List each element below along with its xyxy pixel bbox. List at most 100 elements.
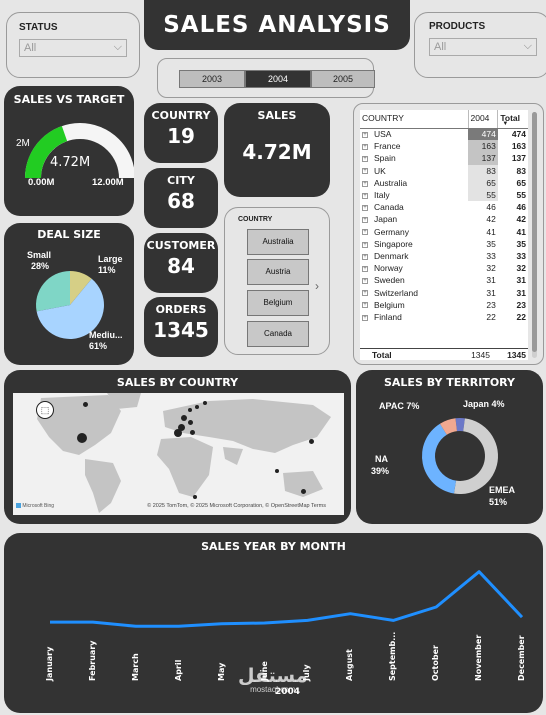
map-bubble-singapore[interactable] <box>275 469 279 473</box>
sales-point-5[interactable] <box>263 621 267 625</box>
sales-point-8[interactable] <box>391 618 395 622</box>
expand-plus-icon[interactable]: + <box>362 253 368 260</box>
sales-point-9[interactable] <box>434 605 438 609</box>
x-tick-label: May <box>216 662 226 681</box>
map-focus-icon[interactable]: ⬚ <box>36 401 54 419</box>
expand-plus-icon[interactable]: + <box>362 217 368 224</box>
matrix-cell-country: + Spain <box>360 152 468 164</box>
year-button-2004[interactable]: 2004 <box>245 70 311 88</box>
deal-slice-2[interactable] <box>36 278 105 339</box>
matrix-row[interactable]: + Italy 55 55 <box>360 188 528 202</box>
matrix-row[interactable]: + Canada 46 46 <box>360 201 528 214</box>
sales-point-2[interactable] <box>134 624 138 628</box>
matrix-header-2004[interactable]: 2004 <box>467 110 498 129</box>
expand-plus-icon[interactable]: + <box>362 192 368 199</box>
sales-point-4[interactable] <box>220 622 224 626</box>
world-map[interactable]: ⬚ Microsoft Bing © 2025 TomTom, © 2025 M… <box>13 393 344 515</box>
sales-point-3[interactable] <box>177 624 181 628</box>
country-item-australia[interactable]: Australia <box>247 229 309 255</box>
expand-plus-icon[interactable]: + <box>362 302 368 309</box>
orders-card: ORDERS 1345 <box>144 297 218 357</box>
sales-point-0[interactable] <box>48 620 52 624</box>
map-bubble-italy[interactable] <box>190 430 195 435</box>
territory-slice-0[interactable] <box>455 418 465 432</box>
map-bubble-spain[interactable] <box>174 429 182 437</box>
country-item-austria[interactable]: Austria <box>247 259 309 285</box>
map-bubble-usa[interactable] <box>77 433 87 443</box>
matrix-row[interactable]: + UK 83 83 <box>360 164 528 177</box>
matrix-row[interactable]: + Belgium 23 23 <box>360 298 528 311</box>
expand-plus-icon[interactable]: + <box>362 241 368 248</box>
status-dropdown[interactable]: All ⌵ <box>19 39 127 57</box>
expand-plus-icon[interactable]: + <box>362 180 368 187</box>
expand-plus-icon[interactable]: + <box>362 132 368 139</box>
sales-point-1[interactable] <box>91 620 95 624</box>
matrix-row[interactable]: + Norway 32 32 <box>360 262 528 275</box>
expand-plus-icon[interactable]: + <box>362 156 368 163</box>
matrix-row[interactable]: + Spain 137 137 <box>360 152 528 165</box>
matrix-row[interactable]: + Australia 65 65 <box>360 176 528 189</box>
matrix-row[interactable]: + Singapore 35 35 <box>360 237 528 250</box>
matrix-scrollbar[interactable] <box>532 112 537 358</box>
country-item-belgium[interactable]: Belgium <box>247 290 309 316</box>
matrix-row[interactable]: + Sweden 31 31 <box>360 274 528 287</box>
map-bubble-uk[interactable] <box>181 415 187 421</box>
map-bubble-france[interactable] <box>178 424 185 431</box>
matrix-row[interactable]: + Germany 41 41 <box>360 225 528 238</box>
matrix-row[interactable]: + Denmark 33 33 <box>360 249 528 263</box>
territory-slice-1[interactable] <box>453 418 498 494</box>
expand-plus-icon[interactable]: + <box>362 278 368 285</box>
sales-card-value: 4.72M <box>242 140 312 164</box>
map-bubble-norway[interactable] <box>188 408 192 412</box>
expand-plus-icon[interactable]: + <box>362 144 368 151</box>
sales-point-7[interactable] <box>348 612 352 616</box>
territory-na-name: NA <box>375 454 388 464</box>
expand-plus-icon[interactable]: + <box>362 229 368 236</box>
products-dropdown[interactable]: All ⌵ <box>429 38 537 56</box>
matrix-header-total[interactable]: Total ▼ <box>497 110 528 129</box>
territory-slice-2[interactable] <box>422 423 457 494</box>
matrix-cell-total: 41 <box>516 226 526 237</box>
expand-plus-icon[interactable]: + <box>362 290 368 297</box>
deal-slice-0[interactable] <box>36 271 70 312</box>
matrix-row[interactable]: + USA 474 474 <box>360 128 528 141</box>
matrix-cell-total: 33 <box>516 250 526 261</box>
bing-label: Microsoft Bing <box>22 503 55 509</box>
map-bubble-germany[interactable] <box>188 420 193 425</box>
sales-series-line[interactable] <box>50 570 524 628</box>
sales-point-10[interactable] <box>477 570 481 574</box>
map-bubble-canada[interactable] <box>83 402 88 407</box>
matrix-scrollbar-thumb[interactable] <box>532 112 537 352</box>
sales-point-6[interactable] <box>305 618 309 622</box>
matrix-cell-2004: 83 <box>468 164 498 177</box>
matrix-cell-2004: 22 <box>468 310 498 323</box>
matrix-cell-country: + Italy <box>360 189 468 201</box>
sales-point-11[interactable] <box>520 615 524 619</box>
expand-plus-icon[interactable]: + <box>362 204 368 211</box>
map-bubble-africa[interactable] <box>193 495 197 499</box>
expand-plus-icon[interactable]: + <box>362 265 368 272</box>
map-bubble-sweden[interactable] <box>195 405 199 409</box>
gauge-target-label: 2M <box>16 138 30 149</box>
territory-slice-3[interactable] <box>439 418 458 435</box>
year-button-2003[interactable]: 2003 <box>179 70 245 88</box>
sales-by-country-title: SALES BY COUNTRY <box>116 376 239 389</box>
matrix-country-label: UK <box>374 165 386 176</box>
expand-plus-icon[interactable]: + <box>362 168 368 175</box>
map-bubble-australia[interactable] <box>301 489 306 494</box>
deal-slice-1[interactable] <box>70 271 92 305</box>
territory-label-na: NA 39% <box>371 453 389 477</box>
matrix-header-country[interactable]: COUNTRY <box>360 110 468 129</box>
map-bubble-japan[interactable] <box>309 439 314 444</box>
matrix-row[interactable]: + France 163 163 <box>360 140 528 153</box>
matrix-row[interactable]: + Switzerland 31 31 <box>360 286 528 299</box>
map-bubble-finland[interactable] <box>203 401 207 405</box>
expand-plus-icon[interactable]: + <box>362 314 368 321</box>
matrix-country-label: Belgium <box>374 299 405 310</box>
matrix-row[interactable]: + Japan 42 42 <box>360 213 528 226</box>
x-axis-title: 2004 <box>275 687 301 697</box>
year-button-2005[interactable]: 2005 <box>311 70 375 88</box>
matrix-row[interactable]: + Finland 22 22 <box>360 310 528 323</box>
chevron-right-icon[interactable]: › <box>315 279 319 293</box>
country-item-canada[interactable]: Canada <box>247 321 309 347</box>
